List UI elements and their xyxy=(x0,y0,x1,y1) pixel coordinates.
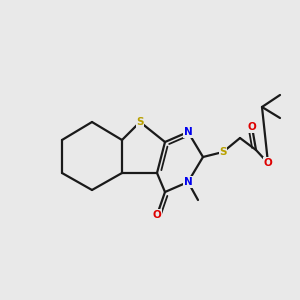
Text: S: S xyxy=(136,117,144,127)
Text: N: N xyxy=(184,127,192,137)
Text: N: N xyxy=(184,177,192,187)
Text: O: O xyxy=(248,122,256,132)
Text: O: O xyxy=(264,158,272,168)
Text: S: S xyxy=(219,147,227,157)
Text: O: O xyxy=(153,210,161,220)
